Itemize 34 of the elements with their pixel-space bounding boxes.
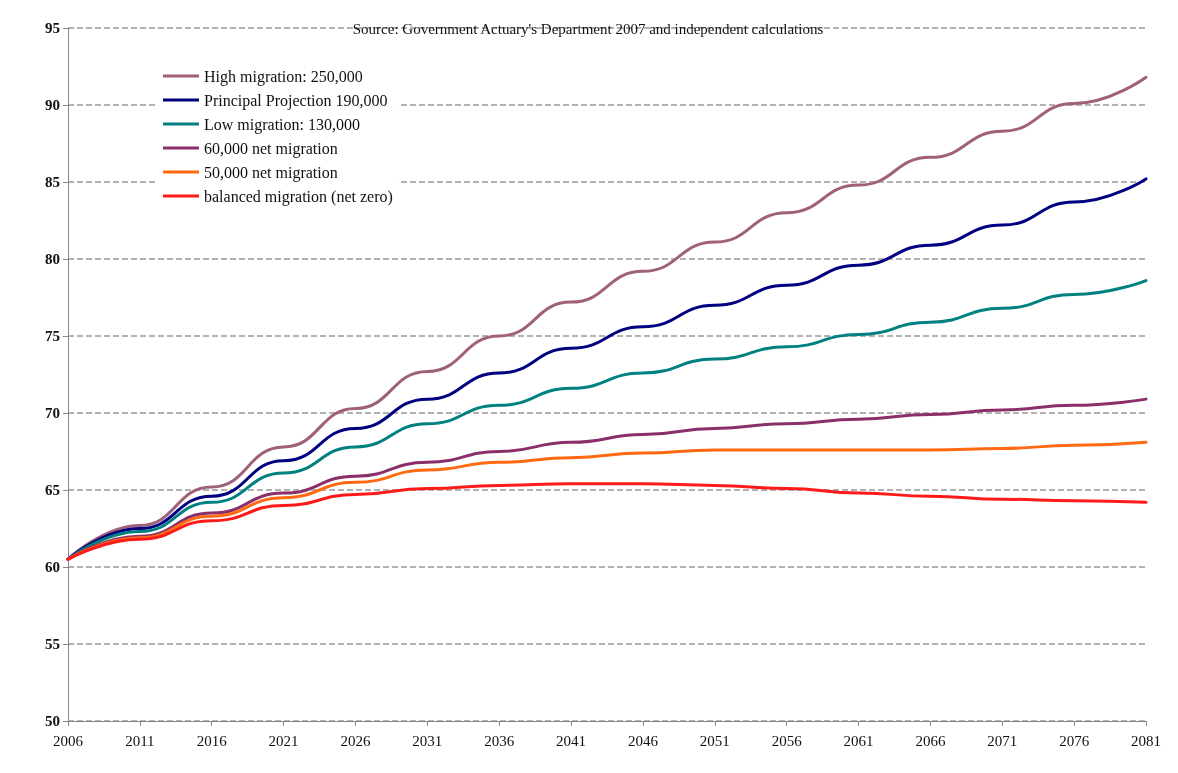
y-tick-label: 75 bbox=[45, 328, 60, 344]
x-tick-label: 2051 bbox=[699, 732, 730, 749]
y-tick-label: 95 bbox=[45, 20, 60, 36]
x-tick-label: 2081 bbox=[1131, 732, 1161, 749]
x-tick-label: 2046 bbox=[627, 732, 659, 749]
y-tick-label: 50 bbox=[45, 713, 60, 729]
x-tick-label: 2026 bbox=[340, 732, 371, 749]
y-tick-label: 80 bbox=[45, 251, 60, 267]
x-tick-label: 2061 bbox=[843, 732, 874, 749]
x-tick-label: 2006 bbox=[53, 732, 84, 749]
legend-label: 60,000 net migration bbox=[204, 139, 338, 158]
y-tick-label: 60 bbox=[45, 559, 60, 575]
x-tick-label: 2076 bbox=[1059, 732, 1090, 749]
x-tick-label: 2056 bbox=[771, 732, 803, 749]
x-tick-label: 2041 bbox=[556, 732, 587, 749]
x-tick-label: 2066 bbox=[915, 732, 946, 749]
legend-label: Low migration: 130,000 bbox=[204, 115, 360, 134]
x-tick-label: 2021 bbox=[268, 732, 299, 749]
legend-label: 50,000 net migration bbox=[204, 163, 338, 182]
annotation: Source: Government Actuary's Department 2007 and independent calculations bbox=[352, 20, 824, 37]
y-tick-label: 55 bbox=[45, 636, 60, 652]
x-tick-label: 2016 bbox=[196, 732, 228, 749]
legend-label: High migration: 250,000 bbox=[204, 67, 363, 86]
y-tick-label: 90 bbox=[45, 97, 60, 113]
x-tick-label: 2011 bbox=[125, 732, 155, 749]
y-tick-label: 85 bbox=[45, 174, 60, 190]
y-tick-label: 65 bbox=[45, 482, 60, 498]
x-tick-label: 2031 bbox=[412, 732, 443, 749]
legend-label: Principal Projection 190,000 bbox=[204, 91, 388, 110]
line-series bbox=[66, 482, 1148, 561]
legend-label: balanced migration (net zero) bbox=[204, 187, 393, 206]
x-tick-label: 2036 bbox=[484, 732, 515, 749]
x-tick-label: 2071 bbox=[987, 732, 1018, 749]
y-tick-label: 70 bbox=[45, 405, 60, 421]
